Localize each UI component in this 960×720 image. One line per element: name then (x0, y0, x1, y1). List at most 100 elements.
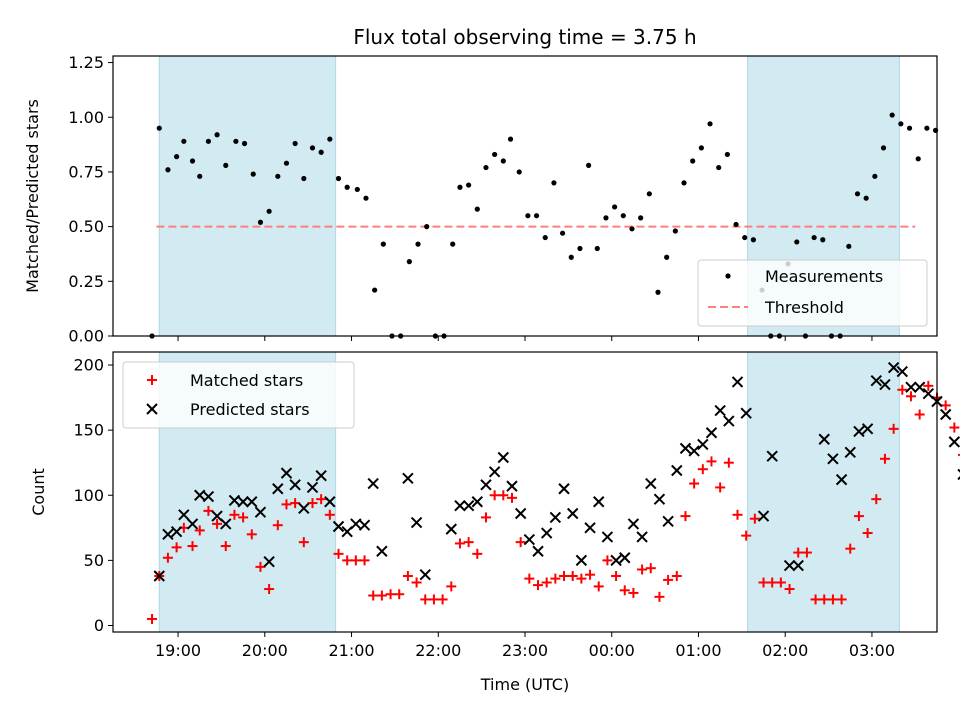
measurement-point (742, 234, 748, 241)
predicted-star-point (948, 436, 960, 448)
matched-star-point (290, 498, 301, 509)
predicted-star-point (671, 464, 683, 477)
matched-star-point (619, 585, 630, 596)
matched-star-point (437, 594, 448, 605)
measurement-point (551, 180, 557, 186)
matched-star-point (506, 492, 517, 503)
x-tick-label: 03:00 (849, 641, 895, 660)
measurement-point (205, 138, 212, 144)
legend-label-predicted: Predicted stars (190, 400, 310, 419)
matched-star-point (723, 457, 734, 468)
matched-star-point (350, 555, 361, 566)
measurement-point (241, 140, 248, 147)
predicted-star-point (306, 481, 319, 494)
measurement-point (372, 287, 378, 293)
x-tick-label: 20:00 (242, 641, 288, 660)
top-panel: 0.00 0.25 0.50 0.75 1.00 1.25 Matched/Predict… (23, 53, 939, 346)
predicted-star-point (566, 507, 579, 520)
legend-label-threshold: Threshold (764, 298, 844, 317)
predicted-star-point (202, 490, 215, 503)
predicted-star-point (254, 506, 267, 518)
x-tick-label: 23:00 (502, 641, 548, 660)
matched-star-point (593, 581, 604, 592)
measurement-point (542, 234, 548, 241)
matched-star-point (368, 590, 379, 601)
matched-star-point (428, 594, 439, 605)
measurement-point (466, 182, 472, 188)
matched-star-point (905, 391, 916, 402)
y-tick-label: 0 (94, 616, 104, 635)
measurement-point (724, 151, 730, 158)
matched-star-point (333, 548, 344, 559)
matched-star-point (827, 594, 838, 605)
measurement-point (577, 245, 583, 252)
measurement-point (165, 167, 171, 173)
matched-star-point (463, 537, 474, 548)
predicted-star-point (731, 376, 744, 388)
predicted-star-point (714, 404, 726, 417)
predicted-star-point (783, 559, 796, 572)
measurement-point (233, 138, 239, 144)
predicted-star-point (792, 559, 804, 572)
matched-star-point (203, 505, 214, 516)
top-y-axis: 0.00 0.25 0.50 0.75 1.00 1.25 (68, 53, 113, 346)
x-tick-label: 21:00 (328, 641, 374, 660)
measurement-point (533, 213, 540, 219)
matched-star-point (567, 571, 578, 581)
predicted-star-point (913, 381, 926, 393)
y-tick-label: 0.50 (68, 217, 104, 236)
matched-star-point (680, 511, 691, 522)
y-tick-label: 50 (84, 551, 104, 570)
measurement-point (292, 140, 298, 147)
matched-star-point (489, 490, 500, 501)
measurement-point (820, 237, 826, 243)
predicted-star-point (523, 533, 536, 546)
matched-star-point (749, 513, 760, 524)
legend-box (122, 361, 355, 429)
measurement-point (283, 160, 290, 166)
predicted-star-point (723, 415, 735, 427)
measurement-point (457, 184, 463, 190)
matched-star-point (281, 499, 292, 510)
predicted-star-point (514, 507, 527, 520)
matched-star-point (845, 543, 856, 554)
matched-star-point (446, 581, 457, 592)
predicted-star-point (272, 483, 284, 495)
matched-star-point (264, 584, 275, 595)
measurement-point (872, 173, 878, 179)
predicted-stars-points (153, 361, 960, 582)
matched-star-point (533, 580, 544, 591)
matched-star-point (923, 380, 934, 391)
bottom-axes-frame (112, 351, 938, 633)
matched-star-point (819, 594, 830, 605)
matched-star-point (767, 577, 778, 588)
predicted-star-point (705, 427, 718, 439)
measurement-point (344, 184, 350, 190)
measurement-point (924, 125, 930, 131)
measurement-point (889, 112, 895, 118)
predicted-star-point (896, 365, 909, 378)
matched-star-point (147, 613, 158, 624)
matched-stars-points (147, 380, 960, 624)
matched-star-point (298, 537, 309, 548)
predicted-star-point (178, 509, 190, 521)
matched-star-point (949, 422, 960, 433)
bottom-legend: Matched stars Predicted stars (122, 361, 355, 429)
predicted-star-point (237, 496, 249, 508)
x-tick-label: 02:00 (762, 641, 808, 660)
predicted-star-point (153, 570, 165, 582)
measurement-point (450, 241, 456, 247)
predicted-star-point (462, 499, 475, 512)
matched-star-point (246, 529, 257, 540)
measurement-point (181, 138, 187, 144)
matched-star-point (324, 509, 335, 520)
predicted-star-point (844, 446, 856, 458)
measurement-point (854, 191, 861, 197)
predicted-star-point (861, 423, 874, 435)
predicted-star-point (549, 511, 562, 524)
matched-star-point (376, 590, 387, 601)
measurement-point (424, 224, 430, 230)
bottom-y-axis-label: Count (29, 468, 48, 516)
predicted-star-point (162, 528, 174, 541)
measurement-point (500, 158, 506, 164)
